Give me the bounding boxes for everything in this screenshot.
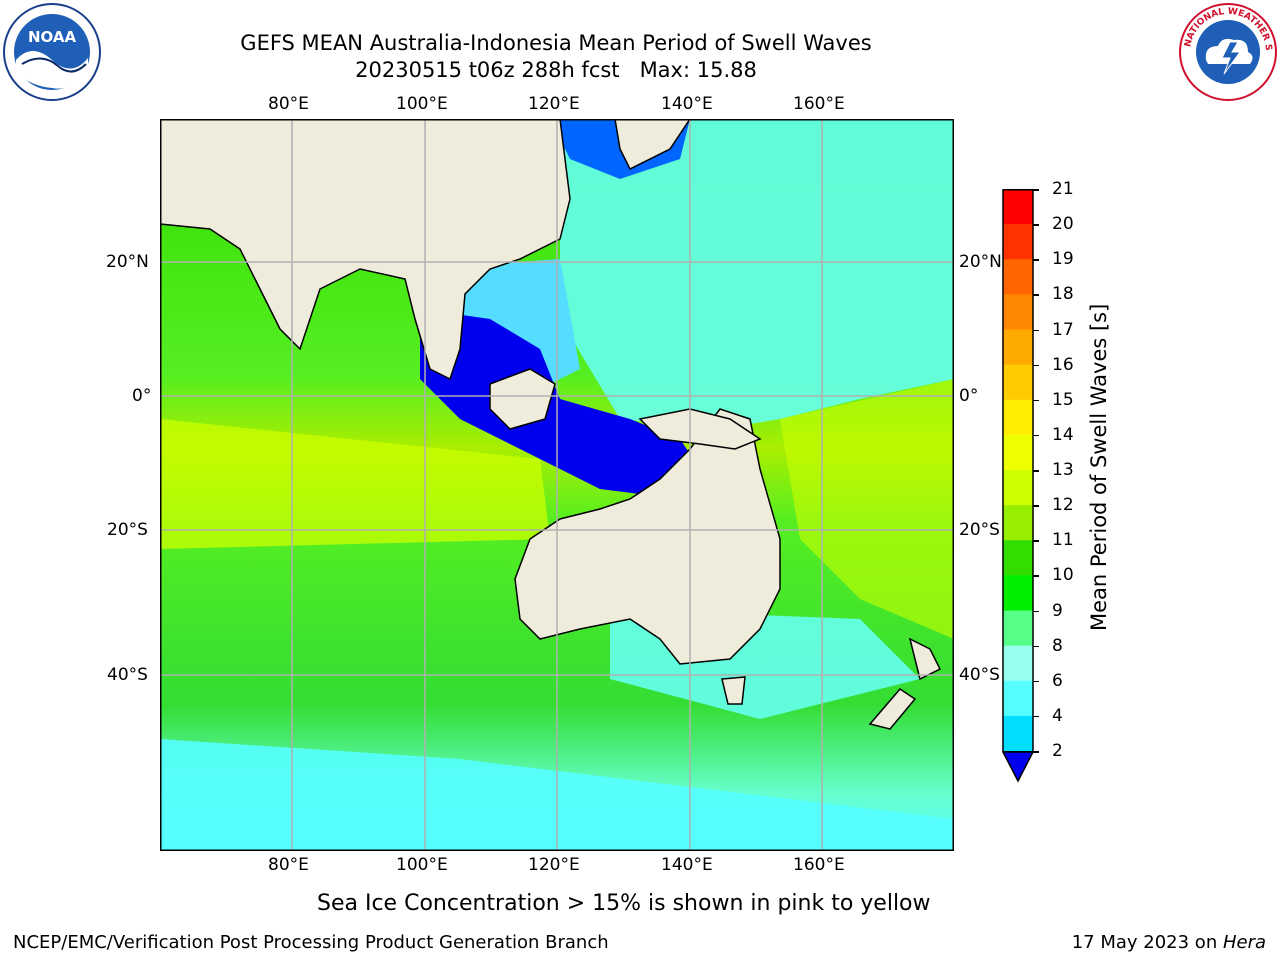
colorbar-tick-mark: [1033, 224, 1039, 226]
lat-tick-right: 20°N: [959, 252, 1002, 272]
colorbar-segment: [1003, 364, 1033, 401]
graticule: [160, 119, 954, 851]
colorbar-segment: [1003, 470, 1033, 506]
colorbar-tick-mark: [1033, 294, 1039, 296]
colorbar-tick-label: 13: [1052, 460, 1074, 480]
colorbar-tick-label: 4: [1052, 705, 1063, 726]
colorbar-segment: [1003, 715, 1033, 752]
colorbar-tick-label: 20: [1052, 214, 1074, 235]
colorbar-tick-mark: [1033, 645, 1039, 648]
colorbar-segment: [1003, 399, 1033, 436]
lat-tick-left: 20°S: [107, 520, 148, 540]
lat-tick-right: 0°: [959, 386, 979, 406]
colorbar-label: Mean Period of Swell Waves [s]: [1087, 303, 1111, 631]
colorbar-tick-label: 17: [1052, 319, 1074, 340]
lon-tick-top: 100°E: [396, 94, 448, 114]
colorbar-tick-label: 6: [1052, 670, 1063, 691]
colorbar-tick-label: 21: [1052, 179, 1074, 199]
lon-tick-top: 160°E: [793, 94, 845, 114]
colorbar: [1002, 189, 1035, 783]
colorbar-tick-label: 19: [1052, 249, 1074, 270]
new-zealand-landmass: [868, 637, 942, 730]
colorbar-tick-mark: [1033, 575, 1039, 577]
colorbar-segment: [1003, 575, 1033, 611]
colorbar-segment: [1003, 259, 1033, 295]
yellow-band-west: [160, 419, 550, 549]
yellow-band-east: [780, 379, 954, 639]
japan-landmass: [614, 119, 691, 171]
colorbar-tick-label: 16: [1052, 354, 1074, 375]
colorbar-segment: [1003, 189, 1033, 225]
nws-logo: NATIONAL WEATHER SERVICE: [1178, 2, 1277, 101]
colorbar-tick-label: 2: [1052, 741, 1063, 761]
colorbar-tick-mark: [1033, 715, 1039, 718]
lon-tick-bottom: 120°E: [528, 855, 580, 875]
lon-tick-top: 80°E: [268, 94, 309, 114]
colorbar-tick-mark: [1033, 751, 1039, 753]
colorbar-tick-mark: [1033, 680, 1039, 683]
colorbar-tick-label: 10: [1052, 565, 1074, 586]
lon-tick-bottom: 160°E: [793, 855, 845, 875]
colorbar-tick-mark: [1033, 540, 1039, 542]
footer-host: Hera: [1222, 932, 1266, 953]
colorbar-tick-label: 9: [1052, 600, 1063, 621]
colorbar-tick-mark: [1033, 610, 1039, 612]
colorbar-under-arrow: [1002, 751, 1035, 783]
lon-tick-top: 120°E: [528, 94, 580, 114]
map-panel: [160, 119, 954, 851]
colorbar-tick-mark: [1033, 505, 1039, 507]
australia-landmass: [514, 408, 781, 665]
lon-tick-bottom: 140°E: [661, 855, 713, 875]
noaa-logo: NOAA: [3, 3, 101, 101]
footer-branch: NCEP/EMC/Verification Post Processing Pr…: [13, 932, 609, 953]
chart-title-line2: 20230515 t06z 288h fcst Max: 15.88: [355, 58, 757, 82]
borneo-landmass: [489, 368, 556, 430]
lat-tick-left: 0°: [132, 386, 152, 406]
lat-tick-left: 20°N: [106, 252, 149, 272]
colorbar-segment: [1003, 645, 1033, 682]
svg-text:NOAA: NOAA: [28, 28, 77, 46]
asia-landmass: [160, 119, 571, 381]
colorbar-tick-mark: [1033, 364, 1039, 367]
colorbar-segment: [1003, 329, 1033, 366]
colorbar-segment: [1003, 294, 1033, 330]
colorbar-tick-mark: [1033, 470, 1039, 472]
new-guinea-landmass: [638, 408, 762, 450]
chart-title-line1: GEFS MEAN Australia-Indonesia Mean Perio…: [240, 31, 872, 55]
lat-tick-right: 40°S: [959, 665, 1000, 685]
pacific-short-period-region: [560, 119, 954, 429]
maritime-continent-low: [420, 309, 700, 499]
colorbar-segment: [1003, 434, 1033, 471]
colorbar-segment: [1003, 610, 1033, 647]
colorbar-segment: [1003, 680, 1033, 717]
colorbar-segment: [1003, 540, 1033, 576]
colorbar-tick-mark: [1033, 189, 1039, 191]
colorbar-segment: [1003, 505, 1033, 541]
colorbar-segment: [1003, 224, 1033, 260]
colorbar-tick-label: 15: [1052, 389, 1074, 410]
lat-tick-right: 20°S: [959, 520, 1000, 540]
colorbar-tick-mark: [1033, 329, 1039, 331]
lon-tick-bottom: 80°E: [268, 855, 309, 875]
colorbar-tick-label: 14: [1052, 424, 1074, 445]
colorbar-tick-mark: [1033, 259, 1039, 261]
tasmania-landmass: [721, 676, 746, 705]
lat-tick-left: 40°S: [107, 665, 148, 685]
colorbar-tick-mark: [1033, 399, 1039, 402]
lon-tick-bottom: 100°E: [396, 855, 448, 875]
footer-date: 17 May 2023 on Hera: [1072, 932, 1266, 954]
sea-ice-note: Sea Ice Concentration > 15% is shown in …: [317, 891, 931, 916]
lon-tick-top: 140°E: [661, 94, 713, 114]
footer-date-text: 17 May 2023 on: [1071, 932, 1223, 953]
colorbar-tick-label: 12: [1052, 495, 1074, 516]
colorbar-tick-mark: [1033, 434, 1039, 437]
colorbar-tick-label: 11: [1052, 530, 1074, 551]
colorbar-tick-label: 8: [1052, 635, 1063, 656]
colorbar-tick-label: 18: [1052, 284, 1074, 305]
